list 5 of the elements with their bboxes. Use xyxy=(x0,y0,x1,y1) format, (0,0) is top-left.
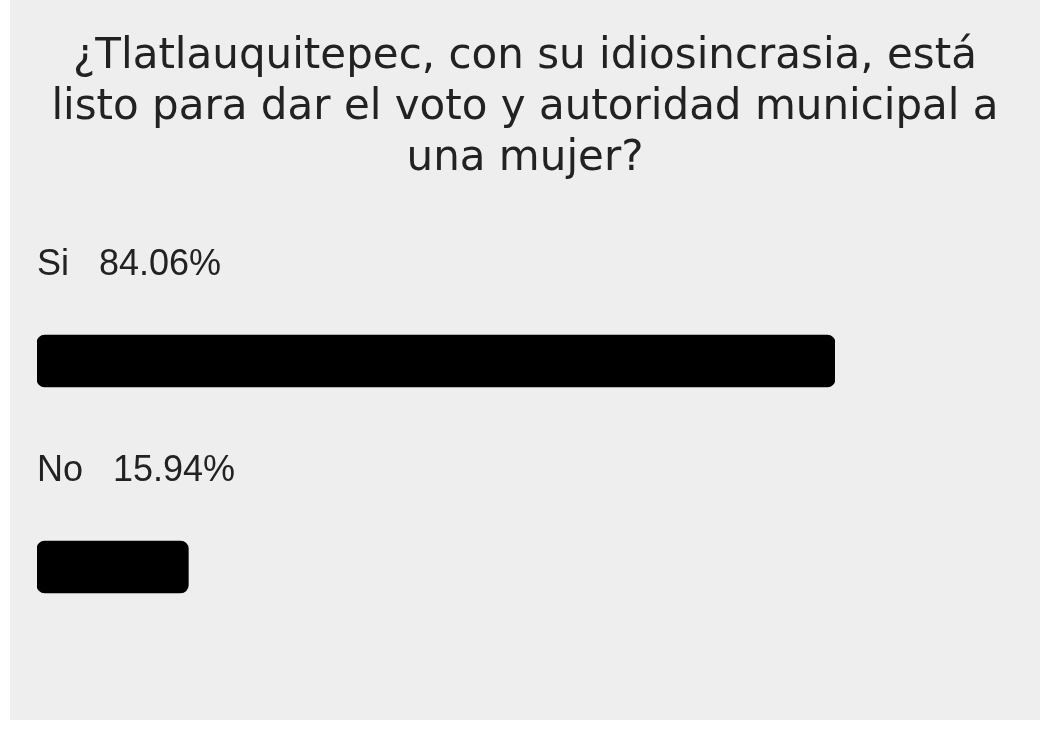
data-label: 84.06% xyxy=(99,241,222,283)
y-tick-label: Si xyxy=(37,241,70,283)
data-label: 15.94% xyxy=(113,447,236,489)
chart-title: ¿Tlatlauquitepec, con su idiosincrasia, está listo para dar el voto y autoridad municipal a una mujer? xyxy=(50,28,1000,181)
y-tick-label: No xyxy=(37,447,84,489)
